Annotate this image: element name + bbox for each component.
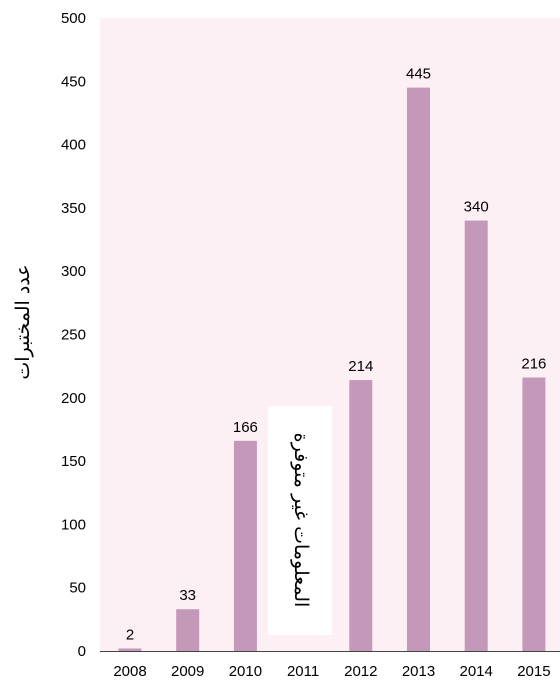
y-tick-label: 450 xyxy=(61,73,86,90)
y-tick-label: 200 xyxy=(61,390,86,407)
x-tick-label: 2012 xyxy=(344,663,377,680)
bar-2009 xyxy=(176,609,200,651)
y-tick-label: 100 xyxy=(61,516,86,533)
bar-2014 xyxy=(464,220,488,651)
bars xyxy=(118,87,546,651)
data-label-2015: 216 xyxy=(521,356,546,373)
y-tick-label: 50 xyxy=(69,580,86,597)
data-label-2008: 2 xyxy=(126,626,134,643)
y-tick-label: 350 xyxy=(61,200,86,217)
y-axis: 0 50 100 150 200 250 300 350 400 450 500 xyxy=(61,10,86,660)
bar-2013 xyxy=(407,87,430,651)
data-label-2013: 445 xyxy=(406,66,431,83)
y-axis-label: عدد المختبرات xyxy=(12,264,34,379)
annotation-box xyxy=(268,406,332,635)
x-tick-label: 2014 xyxy=(460,663,493,680)
data-label-2009: 33 xyxy=(179,587,196,604)
x-tick-label: 2015 xyxy=(517,663,550,680)
x-tick-label: 2011 xyxy=(287,663,319,680)
y-tick-label: 150 xyxy=(61,453,86,470)
data-label-2010: 166 xyxy=(233,419,258,436)
x-tick-label: 2008 xyxy=(113,663,146,680)
data-label-2012: 214 xyxy=(348,358,373,375)
annotation-text: المعلومات غير متوفرة xyxy=(290,433,312,608)
bar-2010 xyxy=(233,440,257,651)
y-tick-label: 300 xyxy=(61,263,86,280)
y-tick-label: 400 xyxy=(61,137,86,154)
data-labels: 2 33 166 214 445 340 216 xyxy=(126,66,547,644)
y-tick-label: 500 xyxy=(61,10,86,27)
x-tick-label: 2009 xyxy=(171,663,204,680)
bar-2008 xyxy=(118,648,142,651)
data-label-2014: 340 xyxy=(464,199,489,216)
x-tick-label: 2010 xyxy=(229,663,262,680)
x-tick-label: 2013 xyxy=(402,663,435,680)
x-axis: 2008 2009 2010 2011 2012 2013 2014 2015 xyxy=(113,663,550,680)
y-tick-label: 0 xyxy=(78,643,86,660)
bar-2012 xyxy=(349,380,373,651)
bar-2015 xyxy=(522,377,546,651)
y-tick-label: 250 xyxy=(61,327,86,344)
